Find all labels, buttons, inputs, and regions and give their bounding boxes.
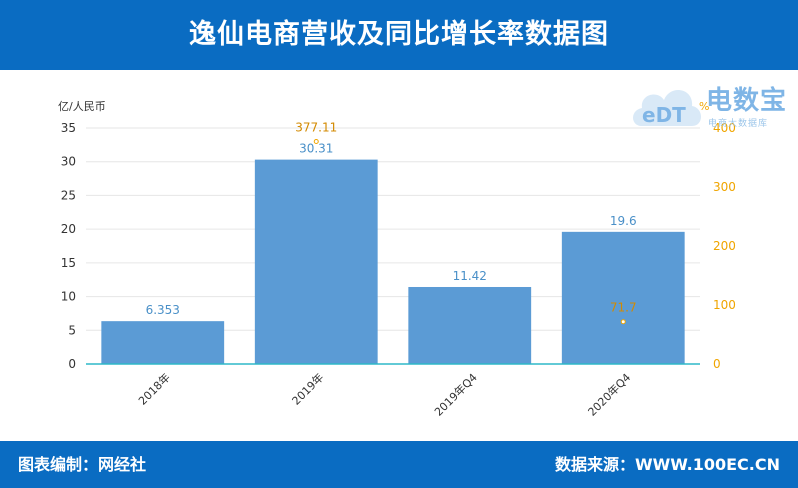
watermark-subtitle: 电商大数据库 — [708, 119, 769, 129]
bar — [408, 286, 532, 364]
chart-title: 逸仙电商营收及同比增长率数据图 — [189, 19, 609, 50]
y-tick-label: 20 — [61, 222, 76, 236]
svg-text:eDT: eDT — [642, 103, 686, 127]
bar — [101, 321, 225, 364]
x-tick-label: 2020年Q4 — [585, 370, 634, 419]
footer-editor: 图表编制：网经社 — [18, 455, 147, 474]
bar-value-label: 6.353 — [146, 303, 180, 317]
y-tick-label: 10 — [61, 290, 76, 304]
y2-tick-label: 100 — [713, 298, 736, 312]
y-tick-label: 25 — [61, 188, 76, 202]
bar-chart: 0 5 10 15 20 25 30 35 0 100 200 300 400 亿/人民币 % 6.353 20… — [58, 100, 736, 419]
x-tick-label: 2019年Q4 — [431, 370, 480, 419]
growth-value-label: 377.11 — [295, 121, 337, 135]
y-tick-label: 0 — [68, 357, 76, 371]
watermark-name: 电数宝 — [706, 86, 788, 116]
bar — [561, 231, 685, 364]
x-tick-label: 2018年 — [135, 370, 172, 407]
bar-value-label: 30.31 — [299, 142, 333, 156]
header-bar: 逸仙电商营收及同比增长率数据图 — [0, 0, 798, 70]
bar-value-label: 11.42 — [453, 269, 487, 283]
growth-point — [313, 139, 319, 145]
y2-axis-label: % — [699, 100, 709, 113]
y2-tick-label: 400 — [713, 121, 736, 135]
watermark-logo: eDT 电数宝 电商大数据库 — [628, 72, 794, 136]
y-tick-label: 35 — [61, 121, 76, 135]
bar — [254, 159, 378, 364]
y-tick-label: 30 — [61, 155, 76, 169]
footer-bar: 图表编制：网经社 数据来源：WWW.100EC.CN — [0, 441, 798, 488]
growth-value-label: 71.7 — [610, 301, 637, 315]
footer-source: 数据来源：WWW.100EC.CN — [554, 455, 780, 474]
y2-tick-label: 0 — [713, 357, 721, 371]
y-tick-label: 15 — [61, 256, 76, 270]
growth-point — [620, 319, 626, 325]
y2-tick-label: 200 — [713, 239, 736, 253]
y-tick-label: 5 — [68, 323, 76, 337]
y2-tick-label: 300 — [713, 180, 736, 194]
x-tick-label: 2019年 — [289, 370, 326, 407]
bar-value-label: 19.6 — [610, 214, 637, 228]
y-axis-label: 亿/人民币 — [58, 100, 106, 113]
cloud-icon: eDT — [633, 89, 701, 127]
